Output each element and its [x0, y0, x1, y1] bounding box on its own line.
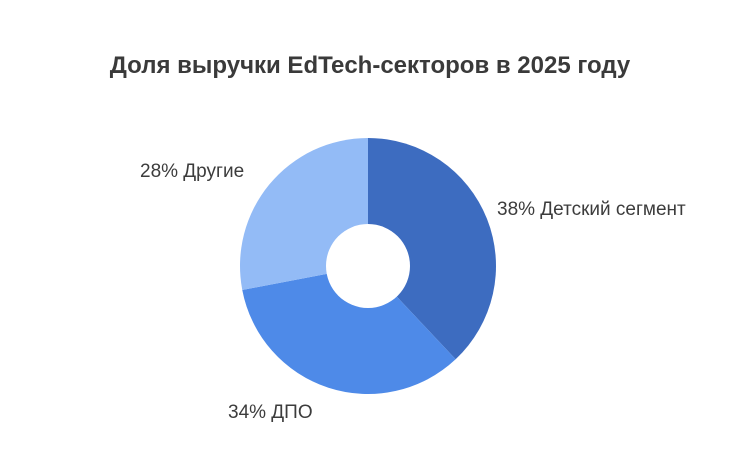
- slice-label-3: 28% Другие: [140, 161, 244, 182]
- chart-title: Доля выручки EdTech-секторов в 2025 году: [109, 52, 631, 79]
- slice-2: [242, 266, 456, 394]
- donut-hole: [326, 224, 410, 308]
- slices-layer: [240, 138, 496, 394]
- slice-label-2: 34% ДПО: [228, 402, 313, 423]
- slice-1: [368, 138, 496, 360]
- labels-layer: 38% Детский сегмент 34% ДПО 28% Другие: [140, 161, 686, 423]
- slice-label-1: 38% Детский сегмент: [497, 199, 686, 220]
